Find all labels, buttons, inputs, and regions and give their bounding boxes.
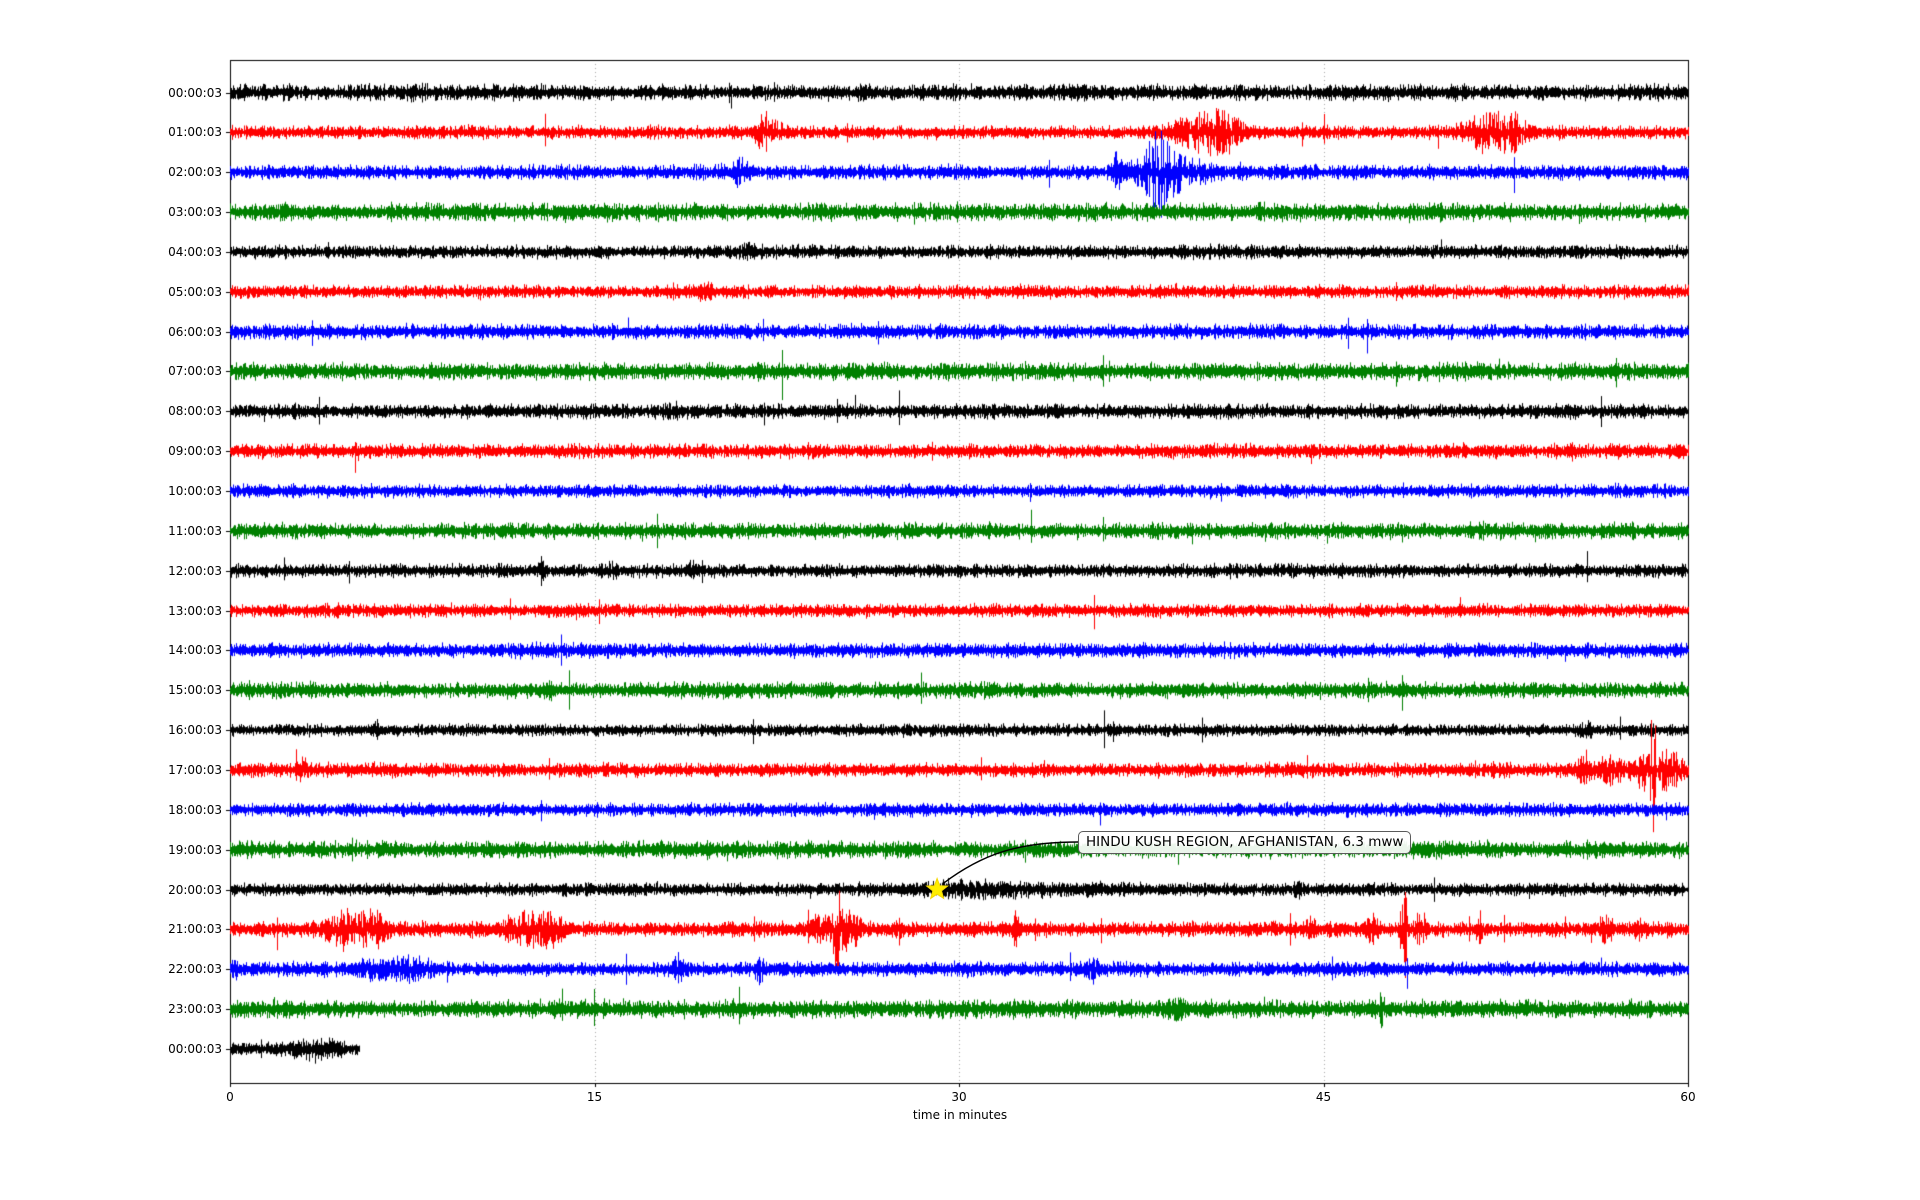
x-axis-tick-label: 60 <box>1680 1090 1696 1104</box>
y-axis-label: 17:00:03 <box>168 762 222 777</box>
y-axis-label: 02:00:03 <box>168 165 222 180</box>
x-axis-tick-label: 15 <box>586 1090 603 1104</box>
y-axis-label: 21:00:03 <box>168 922 222 937</box>
y-axis-label: 03:00:03 <box>168 205 222 220</box>
y-axis-label: 09:00:03 <box>168 444 222 459</box>
y-axis-label: 00:00:03 <box>168 1041 222 1056</box>
y-axis-label: 12:00:03 <box>168 563 222 578</box>
y-axis-label: 14:00:03 <box>168 643 222 658</box>
y-axis-label: 05:00:03 <box>168 284 222 299</box>
x-axis-tick-label: 30 <box>951 1090 967 1104</box>
y-axis-label: 11:00:03 <box>168 523 222 538</box>
y-axis-label: 07:00:03 <box>168 364 222 379</box>
y-axis-label: 00:00:03 <box>168 85 222 100</box>
y-axis-label: 16:00:03 <box>168 723 222 738</box>
event-annotation-text: HINDU KUSH REGION, AFGHANISTAN, 6.3 mww <box>1086 834 1404 850</box>
y-axis-label: 20:00:03 <box>168 882 222 897</box>
x-axis-title: time in minutes <box>912 1108 1008 1122</box>
y-axis-label: 19:00:03 <box>168 842 222 857</box>
y-axis-label: 10:00:03 <box>168 484 222 498</box>
y-axis-label: 06:00:03 <box>168 324 222 339</box>
y-axis-label: 18:00:03 <box>168 802 222 817</box>
x-axis-tick-label: 0 <box>226 1090 234 1104</box>
y-axis-label: 04:00:03 <box>168 244 222 259</box>
y-axis-label: 23:00:03 <box>168 1002 222 1017</box>
y-axis-label: 01:00:03 <box>168 125 222 140</box>
y-axis-label: 13:00:03 <box>168 603 222 618</box>
y-axis-label: 22:00:03 <box>168 962 222 977</box>
event-annotation-box: HINDU KUSH REGION, AFGHANISTAN, 6.3 mww <box>1078 831 1412 854</box>
y-axis-label: 08:00:03 <box>168 404 222 419</box>
y-axis-label: 15:00:03 <box>168 683 222 698</box>
x-axis-tick-label: 45 <box>1315 1090 1332 1104</box>
